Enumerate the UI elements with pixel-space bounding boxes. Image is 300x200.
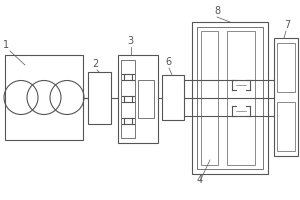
- Bar: [277, 43, 295, 92]
- Bar: [227, 31, 255, 165]
- Bar: [5, 55, 83, 140]
- Bar: [118, 55, 158, 143]
- Bar: [192, 22, 268, 174]
- Bar: [88, 72, 111, 124]
- Text: 4: 4: [197, 175, 203, 185]
- Bar: [121, 60, 135, 138]
- Text: 1: 1: [3, 40, 9, 50]
- Text: 6: 6: [165, 57, 171, 67]
- Text: 7: 7: [284, 20, 290, 30]
- Bar: [201, 31, 218, 165]
- Bar: [277, 102, 295, 151]
- Text: 8: 8: [214, 6, 220, 16]
- Bar: [138, 80, 154, 118]
- Text: 2: 2: [92, 59, 98, 69]
- Bar: [197, 27, 263, 169]
- Text: 3: 3: [127, 36, 133, 46]
- Bar: [162, 75, 184, 120]
- Bar: [274, 38, 298, 156]
